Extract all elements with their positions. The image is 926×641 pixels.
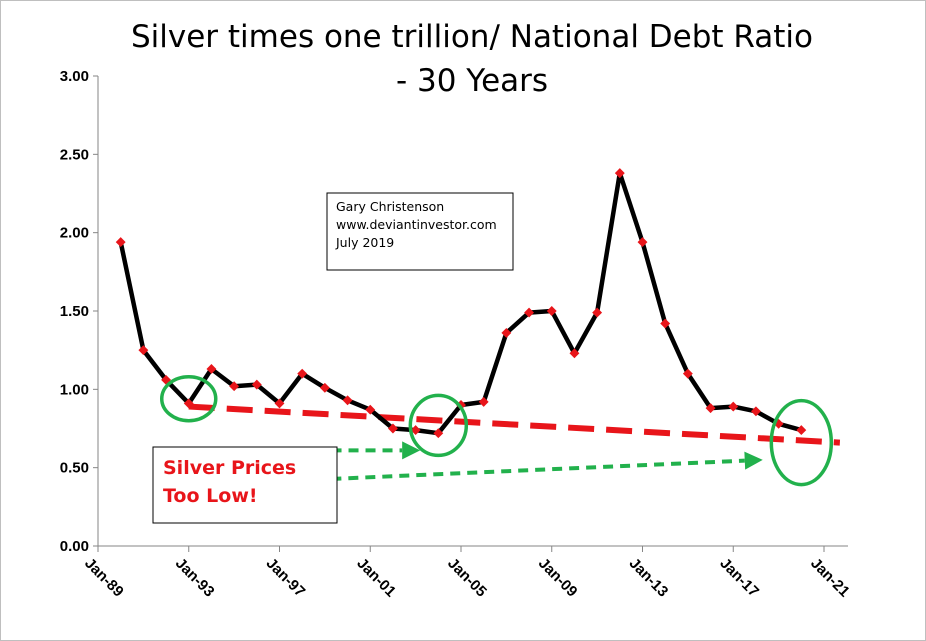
data-point	[251, 379, 262, 390]
data-point	[229, 381, 240, 392]
data-point	[637, 237, 648, 248]
data-point	[478, 396, 489, 407]
annotation-author: Gary Christenson	[336, 199, 444, 214]
data-point	[614, 168, 625, 179]
annotation-box-frame	[326, 192, 514, 271]
data-point	[183, 398, 194, 409]
annotation-box: Gary Christenson www.deviantinvestor.com…	[326, 192, 514, 271]
annotation-website: www.deviantinvestor.com	[336, 217, 497, 232]
callout-line1: Silver Prices	[163, 457, 296, 479]
data-point	[592, 307, 603, 318]
data-point	[297, 368, 308, 379]
data-point	[750, 406, 761, 417]
data-point	[501, 327, 512, 338]
y-tick-label: 2.50	[60, 146, 89, 163]
data-point	[115, 237, 126, 248]
trendline-layer	[188, 403, 841, 446]
chart-title-line1: Silver times one trillion/ National Debt…	[131, 19, 813, 55]
trendline	[188, 403, 841, 446]
highlight-circle	[408, 393, 469, 458]
data-point	[433, 428, 444, 439]
data-point	[569, 348, 580, 359]
data-point	[660, 318, 671, 329]
data-point	[206, 364, 217, 374]
callout-box-frame	[152, 446, 338, 524]
arrow-head	[744, 451, 763, 470]
data-point	[387, 423, 398, 434]
chart-title-line2: - 30 Years	[396, 63, 548, 99]
data-point	[705, 403, 716, 414]
data-point	[728, 401, 739, 412]
arrow-shaft	[161, 458, 745, 489]
y-tick-label: 2.00	[60, 225, 89, 242]
data-point	[342, 395, 353, 406]
y-tick-label: 1.00	[60, 381, 89, 398]
y-tick-label: 1.50	[60, 303, 89, 320]
y-tick-label: 0.50	[60, 460, 89, 477]
y-tick-label: 0.00	[60, 538, 89, 555]
y-axis: 0.00 0.50 1.00 1.50 2.00 2.50 3.00	[60, 68, 99, 555]
annotation-date: July 2019	[335, 235, 394, 250]
data-point	[682, 368, 693, 379]
data-point	[524, 307, 535, 318]
data-point	[138, 345, 149, 356]
highlight-circle	[160, 374, 218, 423]
highlight-circle	[769, 398, 834, 487]
callout-line2: Too Low!	[163, 485, 258, 507]
data-point	[365, 404, 376, 415]
data-point	[319, 382, 330, 393]
arrow-head	[402, 441, 421, 460]
highlight-layer	[160, 374, 834, 487]
callout-box: Silver Prices Too Low!	[152, 446, 338, 524]
data-point	[410, 425, 421, 436]
data-point	[546, 306, 557, 316]
data-point	[796, 425, 807, 436]
data-point	[274, 398, 285, 409]
y-tick-label: 3.00	[60, 68, 89, 85]
